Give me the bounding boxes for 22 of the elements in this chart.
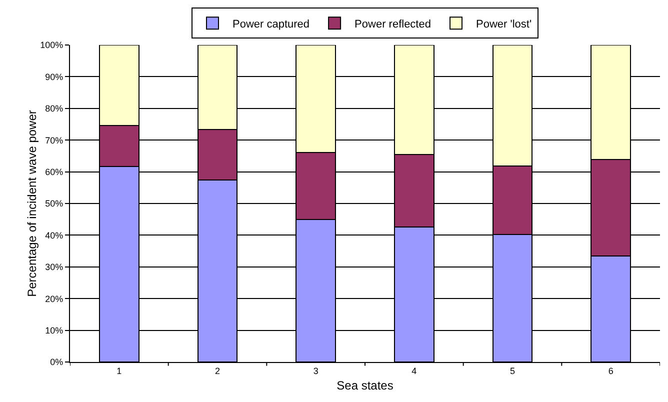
- y-tick-label: 10%: [45, 325, 64, 336]
- y-tick-label: 30%: [45, 262, 64, 272]
- y-tick-label: 20%: [45, 294, 64, 304]
- y-tick-label: 40%: [45, 230, 64, 240]
- legend-label: Power reflected: [354, 18, 431, 30]
- x-tick-label: 2: [214, 366, 220, 376]
- x-tick-label: 3: [313, 366, 318, 376]
- y-tick-label: 100%: [40, 40, 64, 50]
- y-tick-label: 70%: [45, 135, 64, 146]
- y-tick-label: 50%: [45, 198, 64, 209]
- x-tick-label: 5: [510, 366, 516, 376]
- y-tick-label: 80%: [45, 104, 64, 114]
- legend-label: Power 'lost': [476, 18, 532, 30]
- y-tick-label: 60%: [45, 166, 64, 177]
- x-tick-label: 1: [116, 366, 122, 376]
- legend-label: Power captured: [232, 18, 310, 30]
- x-tick-label: 4: [412, 366, 417, 376]
- x-tick-label: 6: [608, 366, 614, 376]
- y-tick-label: 90%: [45, 72, 64, 82]
- y-tick-label: 0%: [50, 357, 64, 368]
- y-axis-title: Percentage of incident wave power: [25, 110, 39, 297]
- x-axis-title: Sea states: [336, 378, 394, 393]
